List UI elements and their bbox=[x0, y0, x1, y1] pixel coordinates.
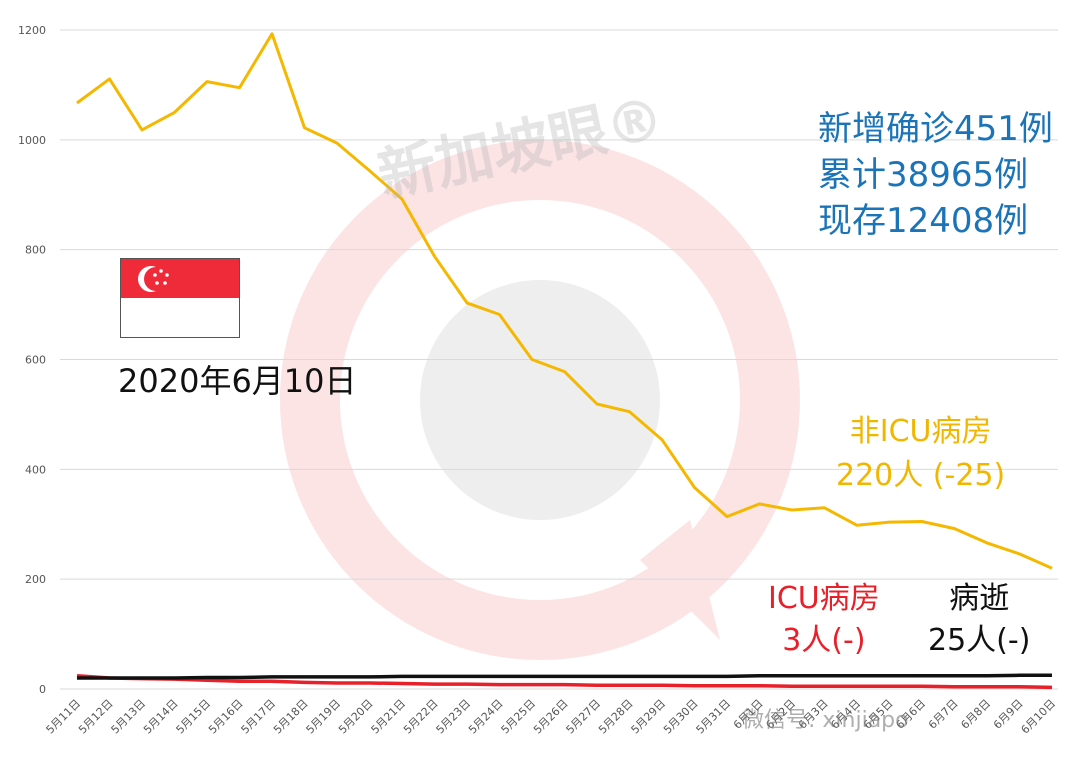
x-tick-label: 5月22日 bbox=[401, 697, 441, 737]
stats-block: 新增确诊451例 累计38965例 现存12408例 bbox=[818, 106, 1053, 244]
x-tick-label: 5月20日 bbox=[336, 697, 376, 737]
deaths-value: 25人(-) bbox=[928, 623, 1031, 658]
icu-label: ICU病房 bbox=[768, 581, 880, 616]
stats-new-cases: 新增确诊451例 bbox=[818, 109, 1053, 149]
x-tick-label: 5月19日 bbox=[304, 697, 344, 737]
x-tick-label: 5月25日 bbox=[499, 697, 539, 737]
x-tick-label: 5月26日 bbox=[531, 697, 571, 737]
x-tick-label: 5月30日 bbox=[661, 697, 701, 737]
x-tick-label: 5月14日 bbox=[141, 697, 181, 737]
deaths-annotation: 病逝 25人(-) bbox=[928, 578, 1030, 662]
x-tick-label: 5月11日 bbox=[44, 697, 84, 737]
date-label: 2020年6月10日 bbox=[118, 362, 357, 400]
x-tick-label: 5月27日 bbox=[564, 697, 604, 737]
x-tick-label: 5月28日 bbox=[596, 697, 636, 737]
series-line-1 bbox=[76, 674, 1053, 690]
singapore-flag-icon bbox=[120, 258, 240, 338]
x-tick-label: 6月10日 bbox=[1019, 697, 1059, 737]
y-tick-label: 200 bbox=[25, 573, 46, 586]
stats-total-cases: 累计38965例 bbox=[818, 155, 1029, 195]
stats-active-cases: 现存12408例 bbox=[818, 201, 1029, 241]
grid-lines bbox=[60, 29, 1058, 690]
x-tick-label: 5月13日 bbox=[109, 697, 149, 737]
y-tick-label: 0 bbox=[39, 683, 46, 696]
series-line-0 bbox=[76, 32, 1053, 570]
y-tick-label: 1000 bbox=[18, 134, 46, 147]
x-tick-label: 5月23日 bbox=[434, 697, 474, 737]
non-icu-annotation: 非ICU病房 220人 (-25) bbox=[836, 410, 1005, 498]
x-tick-label: 5月16日 bbox=[206, 697, 246, 737]
watermark-logo bbox=[280, 140, 800, 660]
series-line-2 bbox=[77, 673, 1052, 680]
x-tick-label: 5月21日 bbox=[369, 697, 409, 737]
y-tick-label: 400 bbox=[25, 463, 46, 476]
x-tick-label: 5月17日 bbox=[239, 697, 279, 737]
y-tick-label: 1200 bbox=[18, 24, 46, 37]
deaths-label: 病逝 bbox=[949, 581, 1010, 616]
x-tick-label: 5月24日 bbox=[466, 697, 506, 737]
y-tick-label: 600 bbox=[25, 354, 46, 367]
icu-value: 3人(-) bbox=[782, 623, 866, 658]
x-tick-label: 6月8日 bbox=[958, 697, 993, 732]
series-lines bbox=[76, 32, 1053, 690]
icu-annotation: ICU病房 3人(-) bbox=[768, 578, 880, 662]
y-tick-label: 800 bbox=[25, 244, 46, 257]
footer-watermark: 微信号: xinjiapo bbox=[742, 708, 909, 733]
non-icu-value: 220人 (-25) bbox=[836, 458, 1006, 493]
x-tick-label: 5月15日 bbox=[174, 697, 214, 737]
non-icu-label: 非ICU病房 bbox=[849, 414, 992, 449]
x-tick-label: 5月18日 bbox=[271, 697, 311, 737]
x-tick-label: 6月7日 bbox=[926, 697, 961, 732]
x-tick-label: 5月31日 bbox=[694, 697, 734, 737]
x-tick-label: 5月12日 bbox=[76, 697, 116, 737]
flag-crescent-stars-icon bbox=[138, 266, 169, 292]
x-tick-label: 5月29日 bbox=[629, 697, 669, 737]
y-axis-ticks: 0 200 400 600 800 1000 1200 bbox=[18, 24, 46, 696]
